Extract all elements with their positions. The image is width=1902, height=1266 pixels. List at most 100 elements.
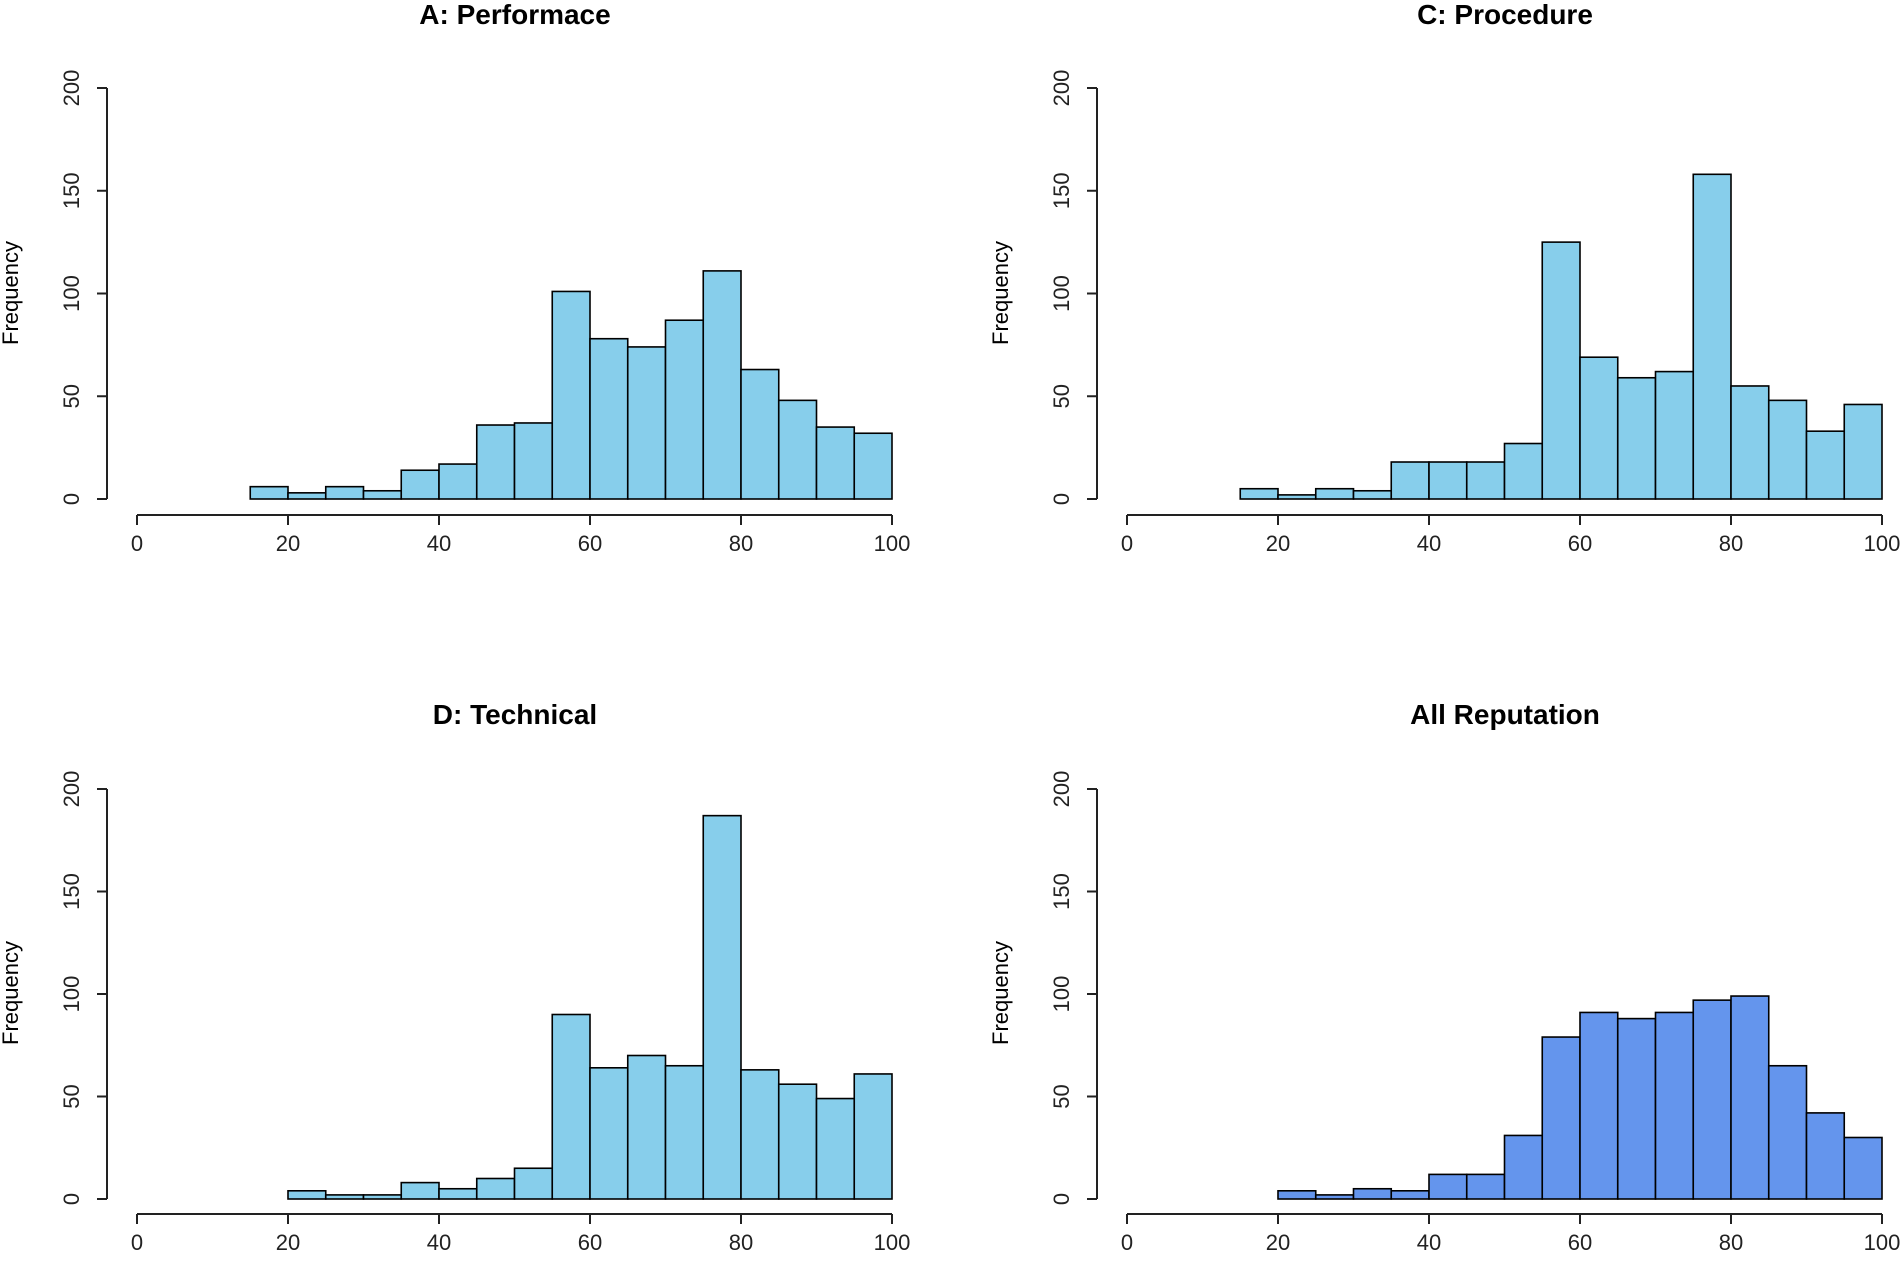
y-axis-label: Frequency <box>0 941 23 1045</box>
panel-all-reputation: All Reputation Frequency 0 50 100 150 200 0 20… <box>988 699 1900 1255</box>
histogram-bar <box>1767 399 1808 500</box>
histogram-bar <box>664 1064 705 1200</box>
histogram-bar <box>1390 461 1430 500</box>
chart-title: C: Procedure <box>1417 0 1593 30</box>
histogram-bar <box>1428 461 1468 500</box>
chart-title: D: Technical <box>433 699 597 730</box>
panel-procedure: C: Procedure Frequency 0 50 100 150 200 0 20 40… <box>988 0 1900 556</box>
x-tick-label: 100 <box>874 531 911 556</box>
histogram-bar <box>740 368 780 500</box>
histogram-bar <box>1314 487 1355 500</box>
histogram-bar <box>702 814 742 1200</box>
y-axis-label: Frequency <box>0 241 23 345</box>
histogram-bar <box>589 1067 629 1200</box>
y-tick-label: 200 <box>59 771 84 808</box>
histogram-bar <box>513 422 554 500</box>
bars <box>287 814 893 1200</box>
histogram-bar <box>626 1054 667 1200</box>
histogram-bar <box>1277 1190 1317 1200</box>
histogram-bar <box>1843 1136 1883 1200</box>
histogram-bar <box>815 426 856 500</box>
x-tick-label: 80 <box>729 1230 753 1255</box>
x-tick-label: 0 <box>1121 531 1133 556</box>
y-tick-label: 0 <box>59 1193 84 1205</box>
histogram-bar <box>1616 1017 1657 1200</box>
histogram-bar <box>324 1194 365 1200</box>
y-tick-label: 0 <box>1049 1193 1074 1205</box>
histogram-bar <box>400 1181 440 1200</box>
histogram-bar <box>1503 442 1544 500</box>
x-tick-label: 40 <box>427 531 451 556</box>
x-tick-label: 60 <box>1568 531 1592 556</box>
y-tick-label: 200 <box>1049 771 1074 808</box>
histogram-bar <box>551 290 591 500</box>
bars <box>1239 173 1883 500</box>
x-tick-label: 20 <box>276 1230 300 1255</box>
x-tick-label: 40 <box>427 1230 451 1255</box>
x-tick-label: 60 <box>578 1230 602 1255</box>
y-axis-label: Frequency <box>988 241 1013 345</box>
x-tick-label: 60 <box>1568 1230 1592 1255</box>
x-tick-label: 0 <box>131 1230 143 1255</box>
histogram-bar <box>1616 376 1657 500</box>
histogram-bar <box>1805 1112 1846 1200</box>
histogram-bar <box>777 1083 818 1200</box>
histogram-bar <box>664 319 705 500</box>
y-tick-label: 150 <box>59 172 84 209</box>
histogram-bar <box>1352 489 1393 500</box>
histogram-bar <box>1730 995 1770 1200</box>
histogram-bar <box>438 463 478 500</box>
histogram-bar <box>1352 1187 1393 1200</box>
histogram-bar <box>287 492 327 500</box>
histogram-bar <box>1692 173 1732 500</box>
histogram-bar <box>551 1013 591 1200</box>
histogram-bar <box>702 270 742 500</box>
panel-performance: A: Performace Frequency 0 50 100 150 200 0 20 4… <box>0 0 910 556</box>
y-tick-label: 50 <box>59 1084 84 1108</box>
histogram-bar <box>626 346 667 500</box>
histogram-bar <box>287 1190 327 1200</box>
axes: 0 50 100 150 200 0 20 40 60 80 100 <box>59 70 910 556</box>
histogram-bar <box>513 1167 554 1200</box>
bars <box>249 270 893 500</box>
x-tick-label: 100 <box>1864 1230 1901 1255</box>
y-axis-label: Frequency <box>988 941 1013 1045</box>
axes: 0 50 100 150 200 0 20 40 60 80 100 <box>1049 771 1900 1255</box>
x-tick-label: 100 <box>1864 531 1901 556</box>
y-tick-label: 0 <box>59 493 84 505</box>
y-tick-label: 50 <box>1049 1084 1074 1108</box>
chart-title: All Reputation <box>1410 699 1600 730</box>
x-tick-label: 20 <box>276 531 300 556</box>
axes: 0 50 100 150 200 0 20 40 60 80 100 <box>59 771 910 1255</box>
histogram-bar <box>438 1187 478 1200</box>
histogram-bar <box>1730 385 1770 500</box>
histogram-bar <box>400 469 440 500</box>
histogram-bar <box>1465 461 1506 500</box>
histogram-bar <box>853 432 893 500</box>
y-tick-label: 0 <box>1049 493 1074 505</box>
histogram-bar <box>740 1069 780 1200</box>
panel-technical: D: Technical Frequency 0 50 100 150 200 0 20 40… <box>0 699 910 1255</box>
x-tick-label: 0 <box>1121 1230 1133 1255</box>
histogram-bar <box>1541 1036 1581 1200</box>
histogram-bar <box>1654 370 1695 500</box>
y-tick-label: 50 <box>1049 384 1074 408</box>
y-tick-label: 200 <box>59 70 84 107</box>
histogram-bar <box>853 1073 893 1200</box>
histogram-bar <box>1503 1134 1544 1200</box>
x-tick-label: 80 <box>1719 531 1743 556</box>
chart-title: A: Performace <box>419 0 610 30</box>
histogram-bar <box>475 1177 516 1200</box>
histogram-bar <box>1277 494 1317 500</box>
histogram-bar <box>589 337 629 500</box>
histogram-bar <box>777 399 818 500</box>
x-tick-label: 80 <box>729 531 753 556</box>
y-tick-label: 50 <box>59 384 84 408</box>
y-tick-label: 100 <box>59 976 84 1013</box>
x-tick-label: 0 <box>131 531 143 556</box>
x-tick-label: 60 <box>578 531 602 556</box>
x-tick-label: 80 <box>1719 1230 1743 1255</box>
histogram-bar <box>1767 1064 1808 1200</box>
histogram-bar <box>1805 430 1846 500</box>
histogram-bar <box>1428 1173 1468 1200</box>
